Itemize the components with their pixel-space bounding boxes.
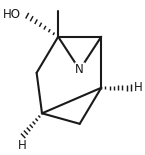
Text: H: H	[17, 139, 26, 152]
Text: HO: HO	[2, 8, 20, 21]
Text: H: H	[134, 81, 142, 94]
Text: N: N	[75, 63, 84, 76]
